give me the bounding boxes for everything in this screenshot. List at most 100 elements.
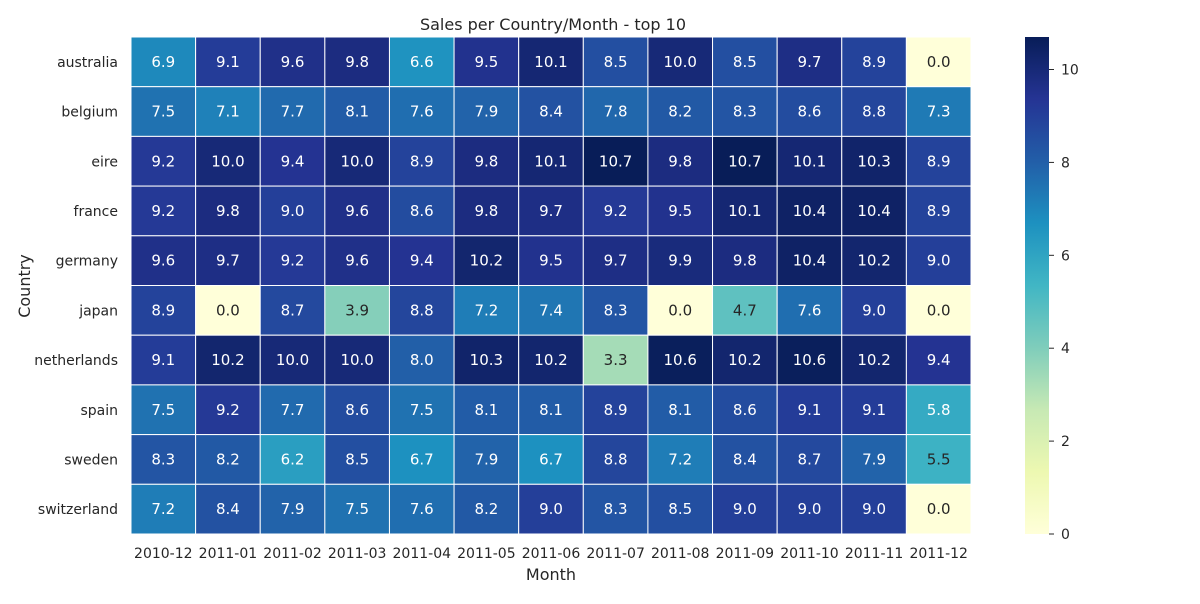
cell-value-label: 8.1 <box>539 401 563 419</box>
cell-value-label: 0.0 <box>927 301 951 319</box>
heatmap-cell <box>582 384 649 436</box>
heatmap-cell <box>776 285 843 336</box>
column-label: 2011-03 <box>328 546 387 562</box>
cell-value-label: 0.0 <box>668 301 692 319</box>
cell-value-label: 9.0 <box>862 301 886 319</box>
heatmap-cell <box>841 434 907 485</box>
heatmap-cell <box>259 434 326 485</box>
heatmap-cell <box>712 185 778 237</box>
cell-value-label: 10.1 <box>728 202 761 220</box>
cell-value-label: 9.7 <box>216 252 240 270</box>
cell-value-label: 8.9 <box>604 401 628 419</box>
cell-value-label: 8.9 <box>927 202 951 220</box>
column-label: 2011-12 <box>909 546 968 562</box>
cell-value-label: 10.3 <box>470 351 503 369</box>
heatmap-cell <box>453 185 520 237</box>
cell-value-label: 9.4 <box>281 152 305 170</box>
heatmap-cell <box>647 334 714 386</box>
column-label: 2011-08 <box>651 546 710 562</box>
heatmap-cell <box>259 235 326 287</box>
row-label: australia <box>57 55 118 71</box>
heatmap-cell <box>324 235 390 287</box>
cell-value-label: 8.1 <box>474 401 498 419</box>
cell-value-label: 7.1 <box>216 103 240 121</box>
heatmap-cell <box>195 235 261 287</box>
heatmap-cell <box>776 185 843 237</box>
heatmap-cell <box>130 334 197 386</box>
cell-value-label: 9.8 <box>668 152 692 170</box>
cell-value-label: 10.7 <box>728 152 761 170</box>
heatmap-cell <box>388 86 455 137</box>
heatmap-cell <box>453 483 520 535</box>
cell-value-label: 8.1 <box>668 401 692 419</box>
cell-value-label: 9.7 <box>539 202 563 220</box>
colorbar-gradient <box>1025 37 1049 534</box>
heatmap-cell <box>324 86 390 137</box>
heatmap-cell <box>130 135 197 187</box>
cell-value-label: 7.9 <box>862 450 886 468</box>
cell-value-label: 9.7 <box>604 252 628 270</box>
cell-value-label: 8.5 <box>668 500 692 518</box>
cell-value-label: 8.4 <box>216 500 240 518</box>
cell-value-label: 8.3 <box>151 450 175 468</box>
cell-value-label: 10.4 <box>793 202 826 220</box>
column-label: 2011-10 <box>780 546 839 562</box>
heatmap-cell <box>905 334 972 386</box>
cell-value-label: 9.2 <box>151 202 175 220</box>
cell-value-label: 3.9 <box>345 301 369 319</box>
heatmap-cell <box>453 86 520 137</box>
heatmap-cell <box>841 483 907 535</box>
heatmap-cell <box>905 135 972 187</box>
heatmap-cell <box>259 334 326 386</box>
cell-value-label: 9.1 <box>798 401 822 419</box>
heatmap-cell <box>518 235 584 287</box>
cell-value-label: 10.0 <box>340 152 373 170</box>
cell-value-label: 10.6 <box>793 351 826 369</box>
cell-value-label: 9.0 <box>927 252 951 270</box>
cell-value-label: 10.0 <box>276 351 309 369</box>
cell-value-label: 9.5 <box>539 252 563 270</box>
cell-value-label: 10.1 <box>534 152 567 170</box>
heatmap-cell <box>388 135 455 187</box>
heatmap-cell <box>324 434 390 485</box>
cell-value-label: 8.2 <box>216 450 240 468</box>
colorbar-tick-label: 4 <box>1061 341 1070 357</box>
heatmap-cell <box>647 86 714 137</box>
cell-value-label: 9.8 <box>345 53 369 71</box>
cell-value-label: 7.7 <box>281 103 305 121</box>
cell-value-label: 3.3 <box>604 351 628 369</box>
cell-value-label: 10.3 <box>857 152 890 170</box>
cell-value-label: 8.7 <box>281 301 305 319</box>
cell-value-label: 8.5 <box>345 450 369 468</box>
cell-value-label: 9.4 <box>927 351 951 369</box>
cell-value-label: 9.2 <box>216 401 240 419</box>
chart-title: Sales per Country/Month - top 10 <box>420 15 686 34</box>
cell-value-label: 8.9 <box>927 152 951 170</box>
heatmap-cell <box>712 135 778 187</box>
cell-value-label: 8.9 <box>151 301 175 319</box>
heatmap-cells <box>130 36 972 535</box>
cell-value-label: 0.0 <box>927 500 951 518</box>
column-label: 2010-12 <box>134 546 193 562</box>
heatmap-cell <box>905 185 972 237</box>
cell-value-label: 10.2 <box>470 252 503 270</box>
cell-value-label: 7.9 <box>281 500 305 518</box>
heatmap-cell <box>453 36 520 88</box>
heatmap-cell <box>647 235 714 287</box>
colorbar-tick-label: 6 <box>1061 248 1070 264</box>
cell-value-label: 8.3 <box>604 301 628 319</box>
heatmap-cell <box>647 434 714 485</box>
heatmap-cell <box>647 285 714 336</box>
row-label: spain <box>80 403 118 419</box>
heatmap-cell <box>647 384 714 436</box>
row-label: switzerland <box>38 502 118 518</box>
cell-value-label: 8.8 <box>862 103 886 121</box>
cell-value-label: 10.2 <box>534 351 567 369</box>
heatmap-cell <box>582 185 649 237</box>
cell-value-label: 9.1 <box>862 401 886 419</box>
cell-value-label: 9.8 <box>474 202 498 220</box>
heatmap-cell <box>518 185 584 237</box>
cell-value-label: 8.3 <box>604 500 628 518</box>
cell-value-label: 9.5 <box>668 202 692 220</box>
cell-value-label: 7.2 <box>151 500 175 518</box>
